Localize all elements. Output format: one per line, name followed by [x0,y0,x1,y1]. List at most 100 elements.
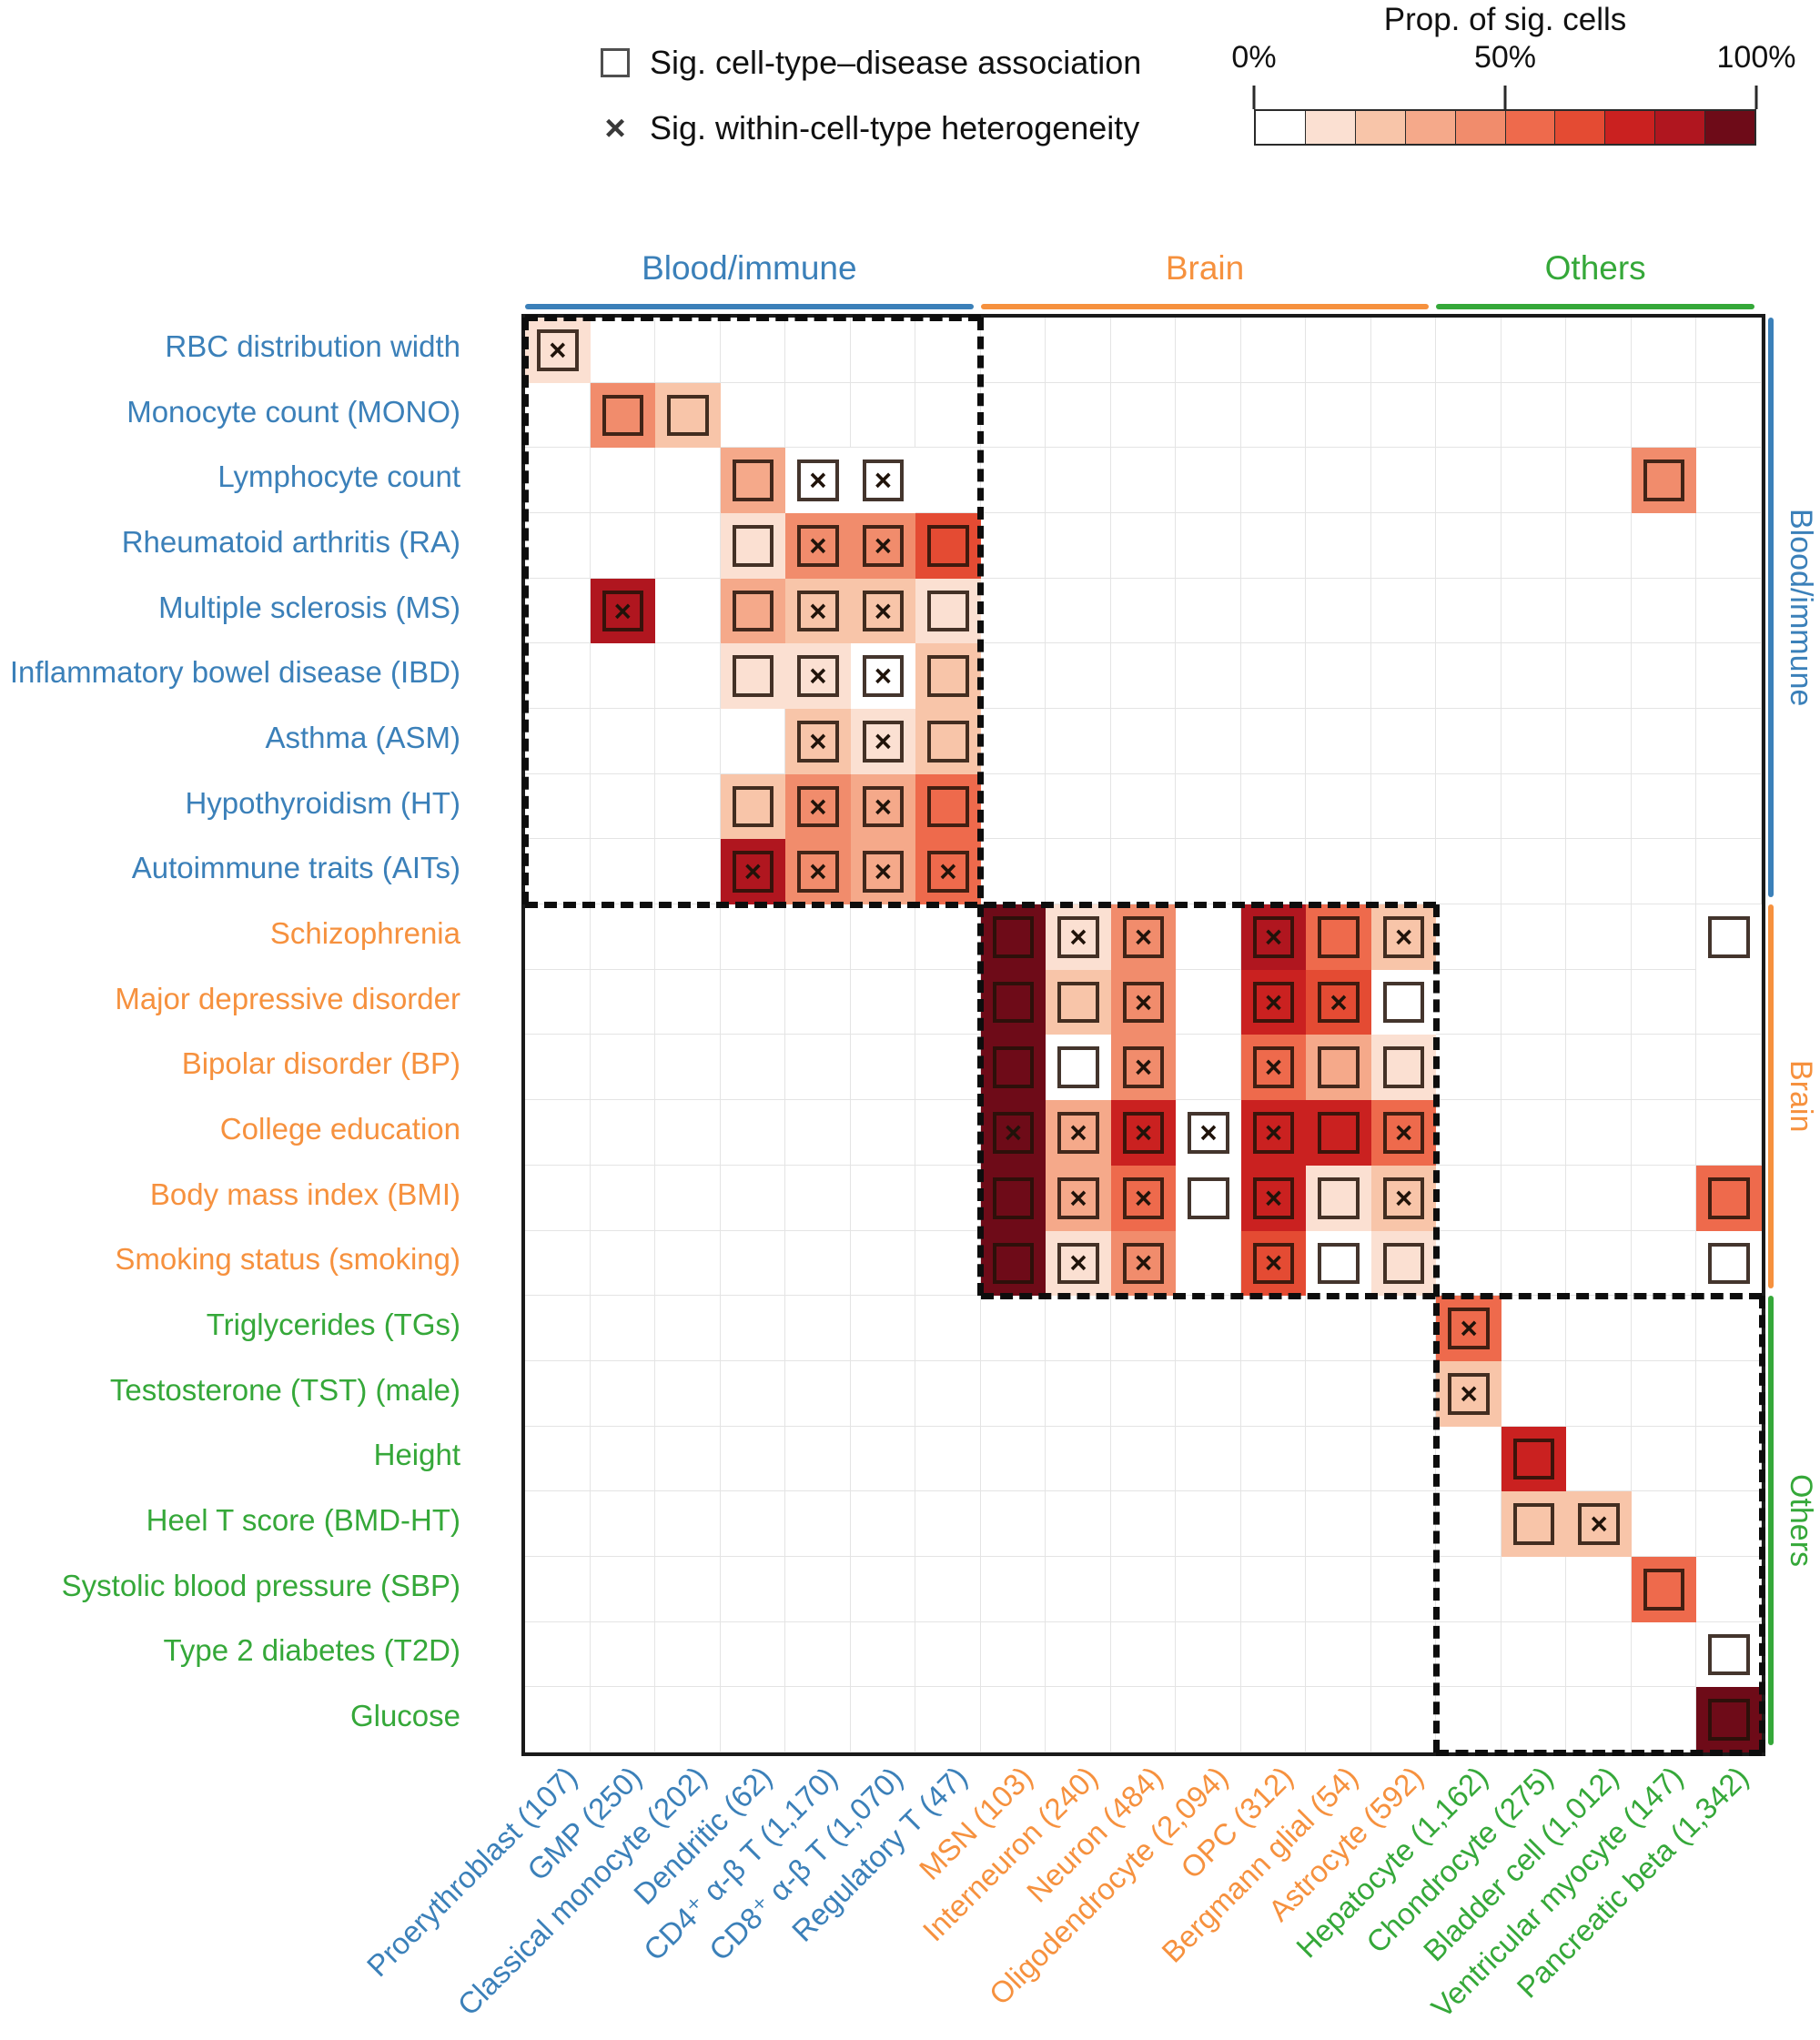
heatmap-cell [1176,1361,1241,1427]
assoc-square-marker [862,655,905,698]
heterogeneity-x-marker: × [874,854,893,889]
heatmap-cell [655,1622,721,1688]
heatmap-cell [1566,318,1632,383]
heatmap-cell [655,579,721,644]
heatmap-cell [1501,1491,1567,1557]
assoc-square-marker [732,460,774,502]
assoc-square-marker [1318,1112,1360,1154]
heterogeneity-x-marker: × [939,854,957,889]
heatmap-cell [1436,448,1502,513]
trait-row-label: Triglycerides (TGs) [206,1308,460,1342]
heatmap-cell [1371,1557,1437,1622]
heatmap-cell [591,904,656,970]
block-divider-line [1432,904,1440,1752]
trait-row-label: Inflammatory bowel disease (IBD) [9,655,460,690]
heatmap-cell [1502,579,1567,644]
colorbar-tickline [1754,86,1758,109]
heatmap-cell [655,382,721,449]
heatmap-cell: × [1046,1230,1111,1297]
assoc-square-marker [1252,916,1295,958]
assoc-square-marker [862,460,905,502]
heatmap-cell [591,1491,656,1557]
heatmap-cell [1371,1296,1437,1361]
heatmap-cell [1241,579,1307,644]
assoc-square-marker [1382,1046,1425,1089]
colorbar-ticks: 0% 50% 100% [1231,40,1795,80]
heatmap-cell [1696,383,1762,449]
heatmap-cell [1176,1165,1241,1231]
heatmap-cell [785,1231,851,1297]
heatmap-cell [1111,1491,1177,1557]
heatmap-cell [1371,1622,1437,1688]
heatmap-cell [1371,643,1437,709]
heatmap-cell [1566,904,1632,970]
assoc-square-marker [1708,1699,1750,1741]
trait-row-label: Height [373,1438,460,1472]
heatmap-cell [1306,1687,1371,1752]
heatmap-cell [1306,1230,1371,1297]
assoc-square-marker [1318,1177,1360,1219]
heatmap-cell [1631,448,1697,514]
heatmap-cell [591,1231,656,1297]
assoc-square-marker [1122,981,1165,1024]
heatmap-cell [1046,1687,1111,1752]
heatmap-cell [1632,1100,1697,1166]
heatmap-cell: × [785,643,851,710]
heatmap-cell [785,1687,851,1752]
heatmap-cell [1436,1035,1502,1100]
assoc-square-marker [1708,1177,1750,1219]
heterogeneity-x-marker: × [874,659,893,693]
heatmap-cell [1306,1491,1371,1557]
heatmap-cell [1632,1622,1697,1688]
assoc-square-marker [537,329,579,371]
heatmap-cell [1566,643,1632,709]
assoc-square-marker [1252,981,1295,1024]
heatmap-cell [1502,513,1567,579]
heatmap-cell [525,1622,591,1688]
heatmap-cell [1371,1687,1437,1752]
heatmap-cell [1111,318,1177,383]
heatmap-cell [1566,1100,1632,1166]
heatmap-cell [1306,1361,1371,1427]
heatmap-cell [1436,1622,1502,1688]
heatmap-cell [785,383,851,449]
heatmap-cell [1046,969,1111,1035]
heatmap-cell [1371,513,1437,579]
trait-row-label: Hypothyroidism (HT) [185,785,460,820]
assoc-square-marker [797,460,839,502]
heatmap-cell [1436,643,1502,709]
assoc-square-marker [1188,1112,1229,1154]
trait-row-label: Type 2 diabetes (T2D) [163,1633,461,1668]
heatmap-cell [721,1296,786,1361]
heatmap-cell [851,318,916,383]
heatmap-cell [915,1035,981,1100]
trait-row-label: Multiple sclerosis (MS) [158,590,460,624]
heatmap-cell [1696,1361,1762,1427]
heatmap-cell [1176,643,1241,709]
heatmap-cell [1241,448,1307,513]
assoc-square-marker [1252,1112,1295,1154]
heatmap-cell [1632,1361,1697,1427]
trait-row-label: RBC distribution width [165,328,460,363]
heatmap-cell [1632,318,1697,383]
heatmap-cell [1111,383,1177,449]
assoc-square-marker [992,981,1035,1024]
colorbar-swatch-1 [1304,111,1355,144]
heatmap-cell [1566,513,1632,579]
heatmap-cell [1046,513,1111,579]
heatmap-cell [1696,1491,1762,1557]
row-group-label-others: Others [1784,1474,1818,1568]
heatmap-cell: × [850,643,916,710]
assoc-square-marker [992,1046,1035,1089]
heterogeneity-x-marker: × [809,854,827,889]
assoc-square-marker [862,590,905,632]
heatmap-cell [1632,513,1697,579]
heatmap-cell [1306,839,1371,904]
heatmap-cell [1502,1361,1567,1427]
heatmap-cell [915,578,981,644]
trait-row-label: Autoimmune traits (AITs) [131,851,460,885]
colorbar-title: Prop. of sig. cells [1383,2,1627,37]
heatmap-cell [915,773,981,840]
heatmap-cell [1566,448,1632,513]
